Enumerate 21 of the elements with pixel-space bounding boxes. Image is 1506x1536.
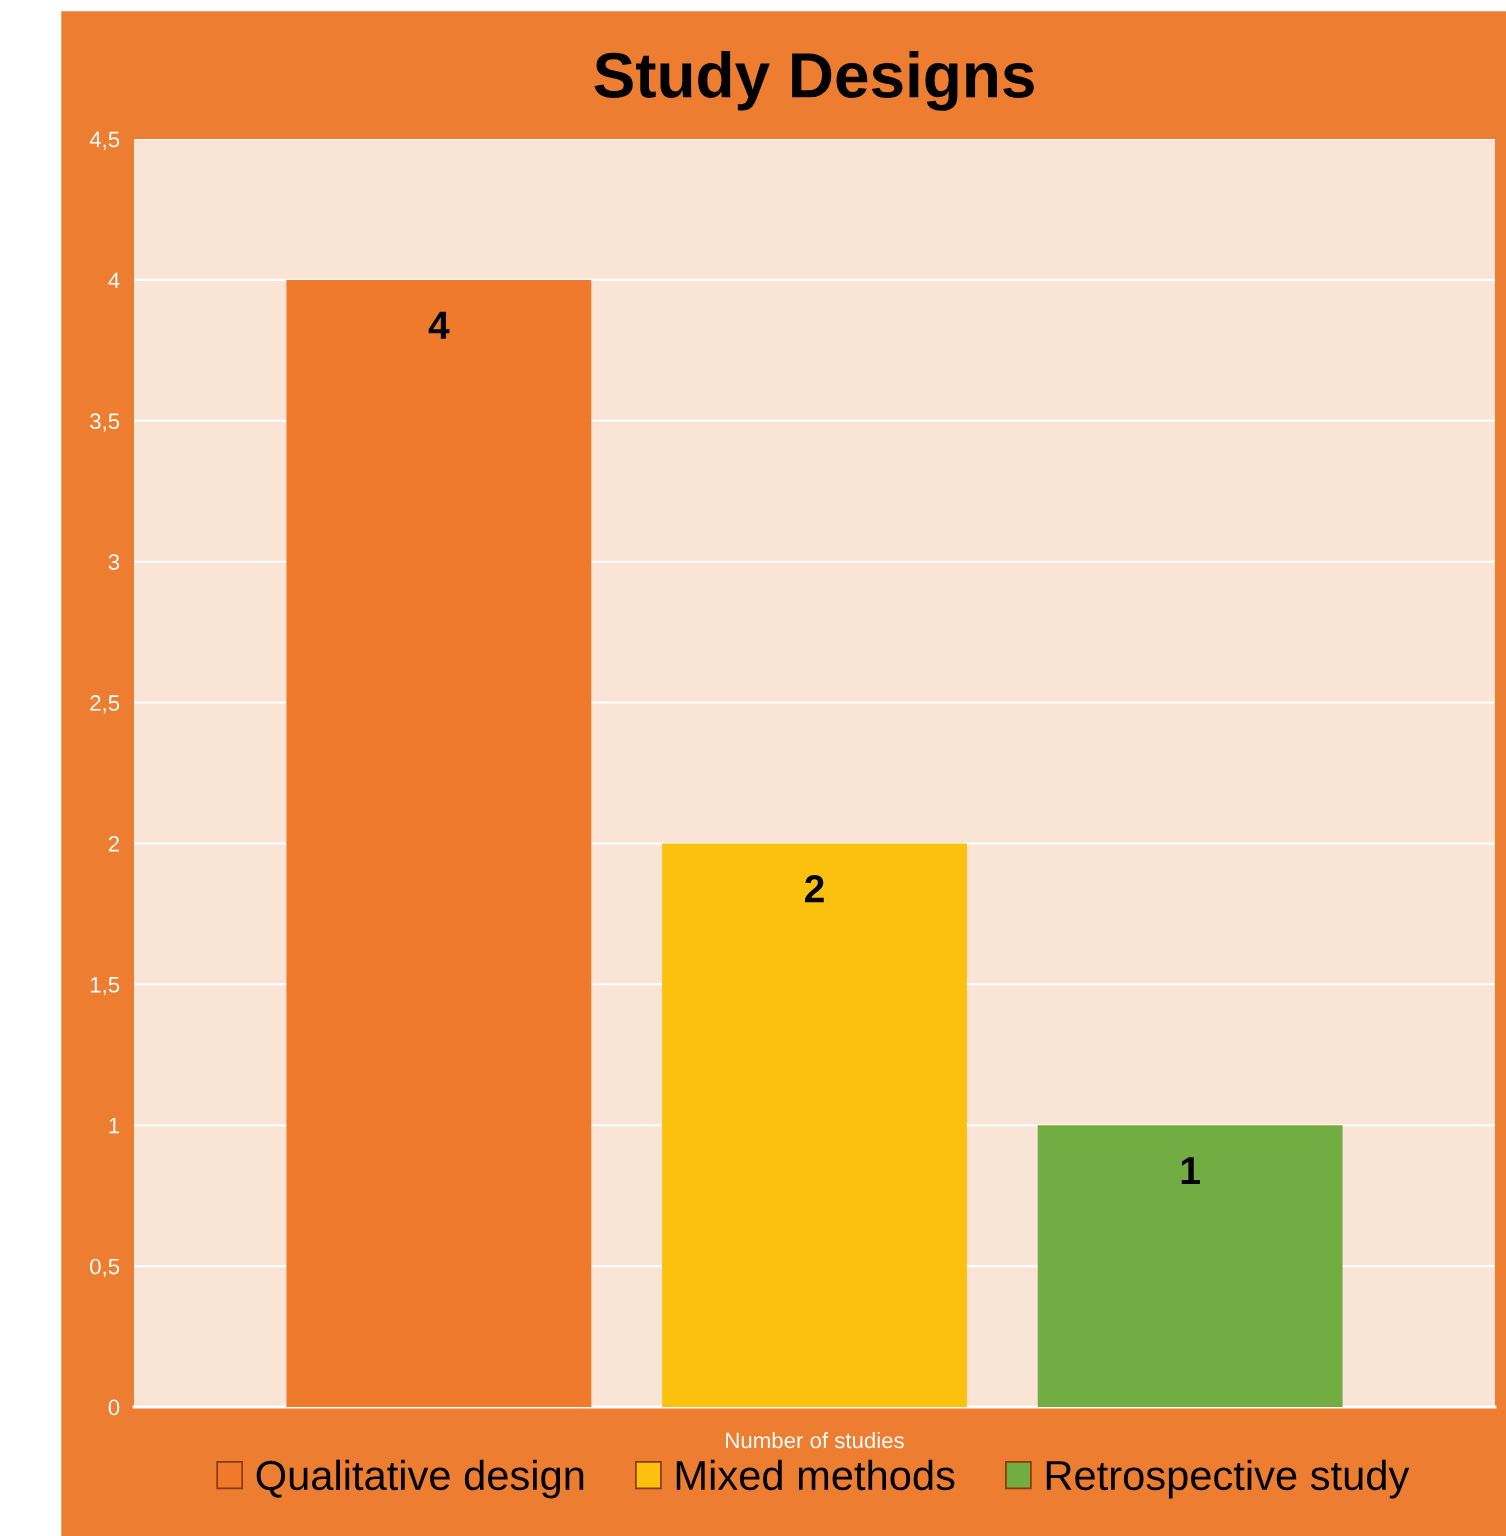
y-tick-label: 2,5	[90, 695, 120, 714]
legend-label: Retrospective study	[1046, 1459, 1410, 1499]
legend-label: Mixed methods	[676, 1459, 955, 1491]
y-tick-label: 0	[108, 1399, 120, 1416]
y-tick-label: 2	[108, 835, 119, 852]
y-tick-label: 1,5	[90, 977, 120, 996]
legend-label: Qualitative design	[256, 1459, 584, 1499]
y-tick-label: 4	[108, 272, 120, 288]
chart-title: Study Designs	[594, 51, 1034, 111]
data-label: 1	[1181, 1157, 1200, 1184]
data-label: 4	[428, 311, 450, 339]
x-tick-label: Number of studies	[726, 1432, 904, 1449]
bar	[662, 843, 967, 1407]
y-tick-label: 4,5	[89, 131, 120, 150]
y-tick-label: 0,5	[90, 1258, 120, 1278]
y-tick-label: 1	[109, 1117, 120, 1134]
data-label: 2	[805, 875, 824, 903]
bar	[286, 279, 592, 1407]
bar	[1037, 1125, 1343, 1407]
y-tick-label: 3	[108, 554, 120, 570]
y-tick-label: 3,5	[90, 413, 120, 432]
